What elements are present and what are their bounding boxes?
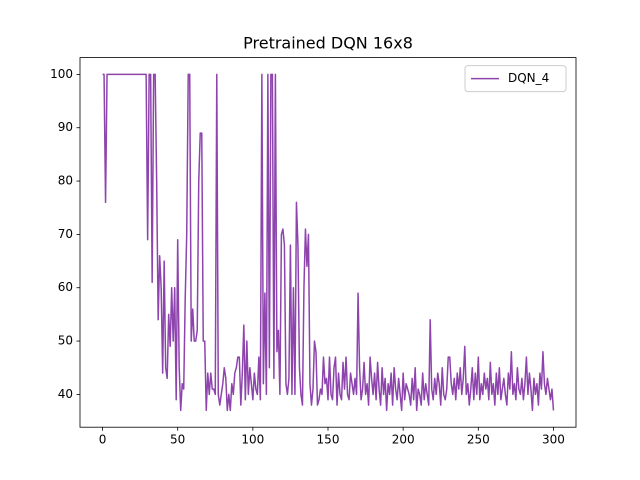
plot-frame xyxy=(79,57,577,428)
y-tick-label: 60 xyxy=(58,280,73,294)
x-tick-label: 0 xyxy=(99,433,107,447)
y-tick-label: 80 xyxy=(58,174,73,188)
y-tick-label: 90 xyxy=(58,120,73,134)
x-tick-label: 250 xyxy=(467,433,490,447)
x-tick-label: 300 xyxy=(542,433,565,447)
chart-title: Pretrained DQN 16x8 xyxy=(243,34,413,53)
y-tick-label: 70 xyxy=(58,227,73,241)
x-tick-label: 50 xyxy=(170,433,185,447)
x-tick-label: 100 xyxy=(241,433,264,447)
legend-box xyxy=(464,65,567,93)
x-tick-label: 150 xyxy=(317,433,340,447)
y-tick-label: 100 xyxy=(50,67,73,81)
y-tick-label: 40 xyxy=(58,387,73,401)
x-tick-label: 200 xyxy=(392,433,415,447)
data-line xyxy=(102,73,555,412)
y-tick-label: 50 xyxy=(58,334,73,348)
legend-label: DQN_4 xyxy=(508,71,549,85)
